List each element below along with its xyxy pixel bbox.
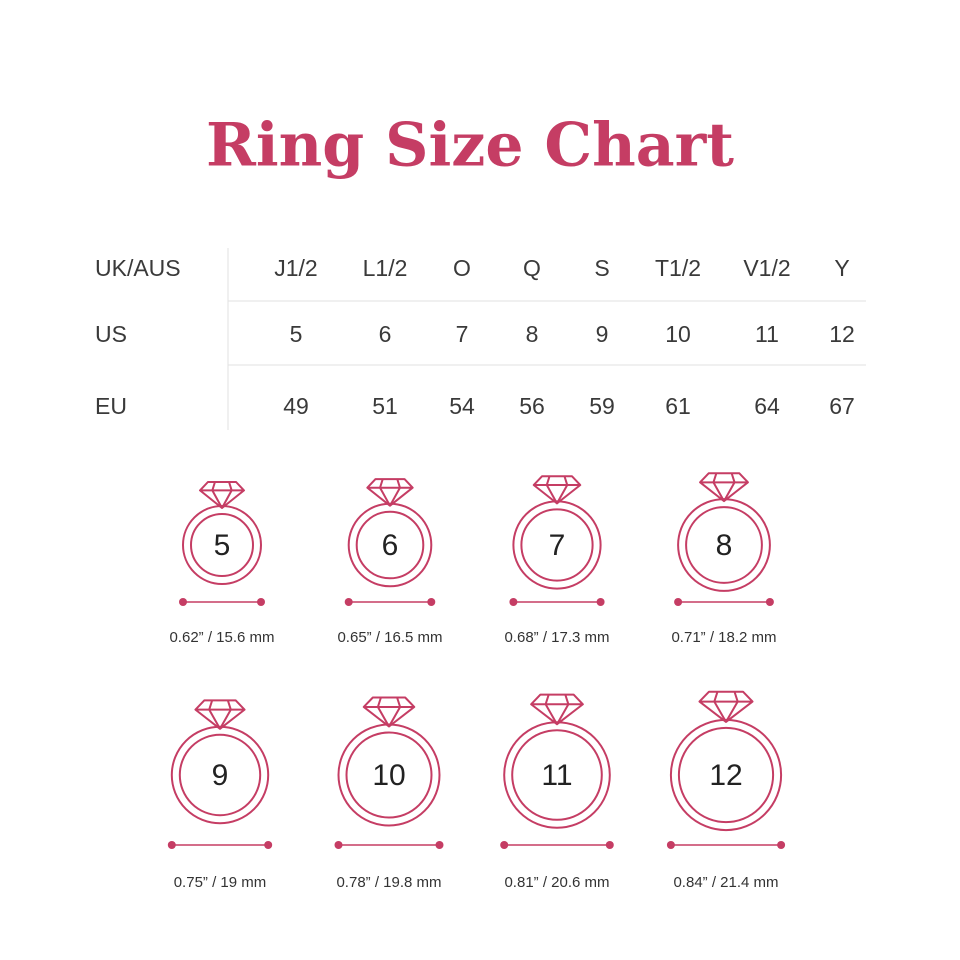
table-cell: 7 <box>456 321 469 347</box>
measure-dot <box>167 841 176 849</box>
ring-size: 9 <box>212 759 229 792</box>
measure-dot <box>500 841 509 849</box>
ring-size: 7 <box>549 529 566 562</box>
table-cell: 49 <box>283 393 309 419</box>
ring-inner <box>685 506 763 584</box>
title: Ring Size Chart <box>206 111 734 181</box>
diamond <box>699 472 749 503</box>
table-cell: J1/2 <box>274 255 317 281</box>
ring-size: 6 <box>382 529 399 562</box>
ring-measure: 0.81” / 20.6 mm <box>504 874 609 891</box>
row-header: UK/AUS <box>95 255 181 281</box>
diamond <box>199 481 245 509</box>
ring-inner <box>345 731 433 819</box>
table-cell: 8 <box>526 321 539 347</box>
ring-measure: 0.62” / 15.6 mm <box>169 629 274 646</box>
table-cell: 9 <box>596 321 609 347</box>
ring-inner <box>677 726 775 824</box>
ring-inner <box>355 510 425 580</box>
table-cell: 61 <box>665 393 691 419</box>
measure-dot <box>596 598 605 606</box>
table-cell: 56 <box>519 393 545 419</box>
table-cell: 67 <box>829 393 855 419</box>
measure-dot <box>264 841 273 849</box>
measure-dot <box>435 841 444 849</box>
table-cell: 64 <box>754 393 780 419</box>
table-cell: Q <box>523 255 541 281</box>
ring-inner <box>520 508 594 582</box>
measure-dot <box>674 598 683 606</box>
ring-measure: 0.75” / 19 mm <box>174 874 267 891</box>
table-cell: 5 <box>290 321 303 347</box>
ring-measure: 0.68” / 17.3 mm <box>504 629 609 646</box>
table-cell: 11 <box>755 321 779 347</box>
ring-measure: 0.71” / 18.2 mm <box>671 629 776 646</box>
table-cell: L1/2 <box>363 255 408 281</box>
ring-measure: 0.84” / 21.4 mm <box>673 874 778 891</box>
ring-inner <box>511 729 603 821</box>
table-cell: O <box>453 255 471 281</box>
diamond <box>698 690 754 723</box>
measure-dot <box>257 598 265 606</box>
measure-dot <box>666 841 675 849</box>
measure-dot <box>179 598 187 606</box>
table-cell: S <box>594 255 609 281</box>
measure-dot <box>765 598 774 606</box>
ring-measure: 0.65” / 16.5 mm <box>337 629 442 646</box>
ring-size: 8 <box>716 529 733 562</box>
table-cell: 12 <box>829 321 855 347</box>
measure-dot <box>509 598 518 606</box>
diamond <box>530 693 584 726</box>
table-cell: 59 <box>589 393 615 419</box>
ring-inner <box>178 733 262 817</box>
diamond <box>366 478 414 507</box>
measure-dot <box>605 841 614 849</box>
diamond <box>362 696 416 728</box>
table-cell: Y <box>834 255 849 281</box>
diamond <box>194 699 246 730</box>
table-cell: V1/2 <box>743 255 790 281</box>
table-cell: T1/2 <box>655 255 701 281</box>
ring-size: 12 <box>709 759 742 792</box>
ring-size: 5 <box>214 529 231 562</box>
measure-dot <box>334 841 343 849</box>
table-cell: 10 <box>665 321 691 347</box>
row-header: EU <box>95 393 127 419</box>
table-cell: 54 <box>449 393 475 419</box>
diamond <box>532 475 582 505</box>
measure-dot <box>777 841 786 849</box>
table-cell: 6 <box>379 321 392 347</box>
table-cell: 51 <box>372 393 398 419</box>
ring-size: 10 <box>372 759 405 792</box>
ring-inner <box>190 513 254 577</box>
ring-size: 11 <box>541 759 572 792</box>
ring-measure: 0.78” / 19.8 mm <box>336 874 441 891</box>
measure-dot <box>344 598 353 606</box>
measure-dot <box>427 598 436 606</box>
row-header: US <box>95 321 127 347</box>
